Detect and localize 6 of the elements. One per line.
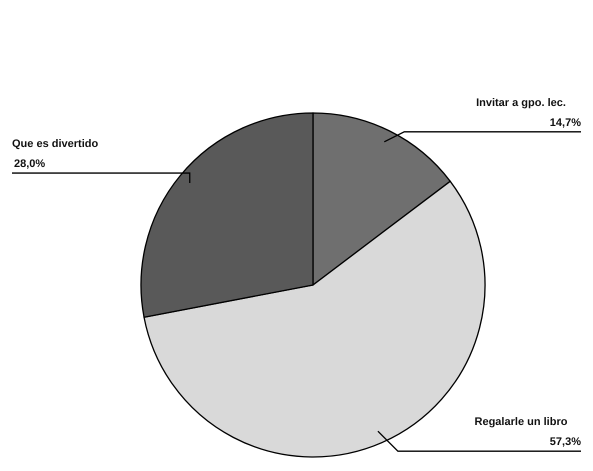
- data-label: 28,0%: [14, 158, 46, 170]
- slice-label: Regalarle un libro: [474, 416, 568, 428]
- data-label: 57,3%: [550, 436, 582, 448]
- slice-label: Invitar a gpo. lec.: [476, 96, 566, 109]
- slice-label: Que es divertido: [12, 138, 98, 150]
- data-label: 14,7%: [550, 116, 582, 129]
